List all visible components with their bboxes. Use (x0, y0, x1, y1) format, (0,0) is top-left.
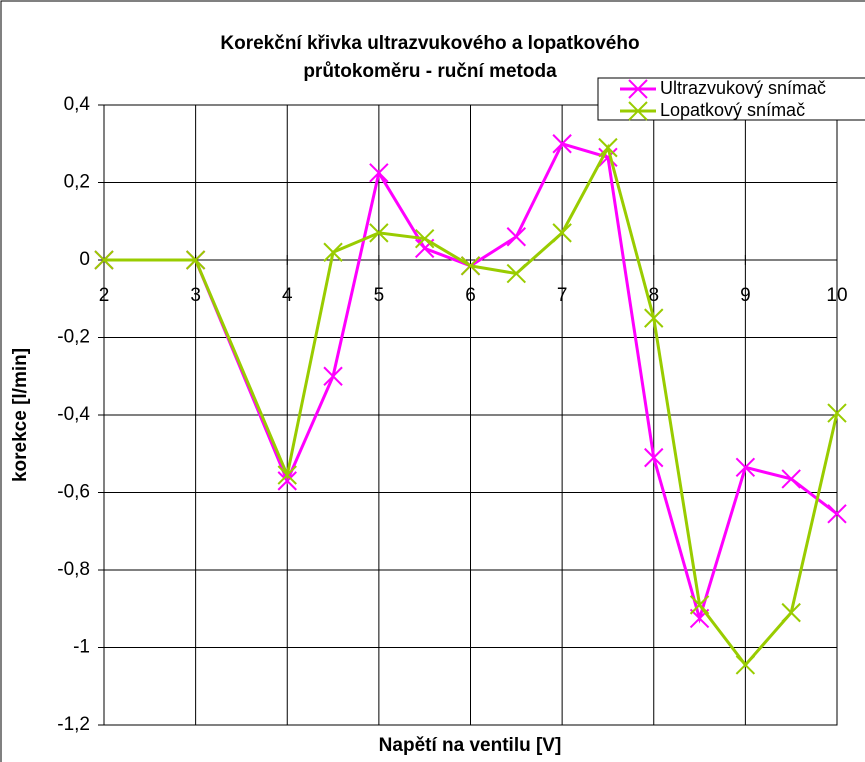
marker (552, 223, 572, 243)
y-axis-label: korekce [l/min] (10, 348, 31, 482)
marker (369, 223, 389, 243)
legend-label: Ultrazvukový snímač (660, 78, 826, 98)
x-tick-label: 6 (465, 285, 476, 306)
marker (277, 471, 297, 491)
y-tick-label: 0,2 (64, 172, 90, 193)
y-tick-label: 0 (79, 249, 90, 270)
y-tick-label: -0,4 (57, 404, 90, 425)
marker (781, 602, 801, 623)
marker (781, 469, 801, 489)
x-tick-label: 3 (190, 285, 201, 306)
marker (598, 137, 618, 158)
y-tick-label: -1 (73, 637, 90, 658)
y-tick-label: -0,8 (57, 559, 90, 580)
x-tick-label: 5 (374, 285, 385, 306)
x-tick-label: 7 (557, 285, 568, 306)
x-axis-label: Napětí na ventilu [V] (379, 735, 562, 756)
marker (827, 403, 847, 423)
marker (827, 504, 847, 524)
y-tick-label: -0,6 (57, 482, 90, 503)
marker (414, 228, 435, 249)
marker (185, 250, 206, 270)
chart-title: Korekční křivka ultrazvukového a lopatko… (220, 33, 639, 82)
marker (277, 465, 297, 485)
marker (460, 256, 481, 276)
legend-marker (628, 79, 648, 99)
marker (644, 447, 664, 468)
marker (506, 263, 527, 284)
marker (506, 227, 527, 247)
x-tick-label: 8 (648, 285, 659, 306)
marker (94, 250, 114, 270)
marker (598, 147, 618, 168)
x-tick-label: 9 (740, 285, 751, 306)
y-tick-label: -0,2 (57, 327, 90, 348)
marker (552, 134, 572, 154)
y-tick-label: -1,2 (57, 714, 90, 735)
marker (644, 308, 664, 328)
x-tick-label: 4 (282, 285, 293, 306)
legend-marker (628, 101, 648, 121)
marker (369, 163, 389, 183)
marker (323, 242, 343, 262)
marker (735, 457, 756, 478)
marker (689, 595, 710, 615)
marker (323, 366, 343, 386)
marker (735, 655, 756, 675)
y-tick-label: 0,4 (64, 94, 91, 115)
legend-label: Lopatkový snímač (660, 100, 805, 120)
